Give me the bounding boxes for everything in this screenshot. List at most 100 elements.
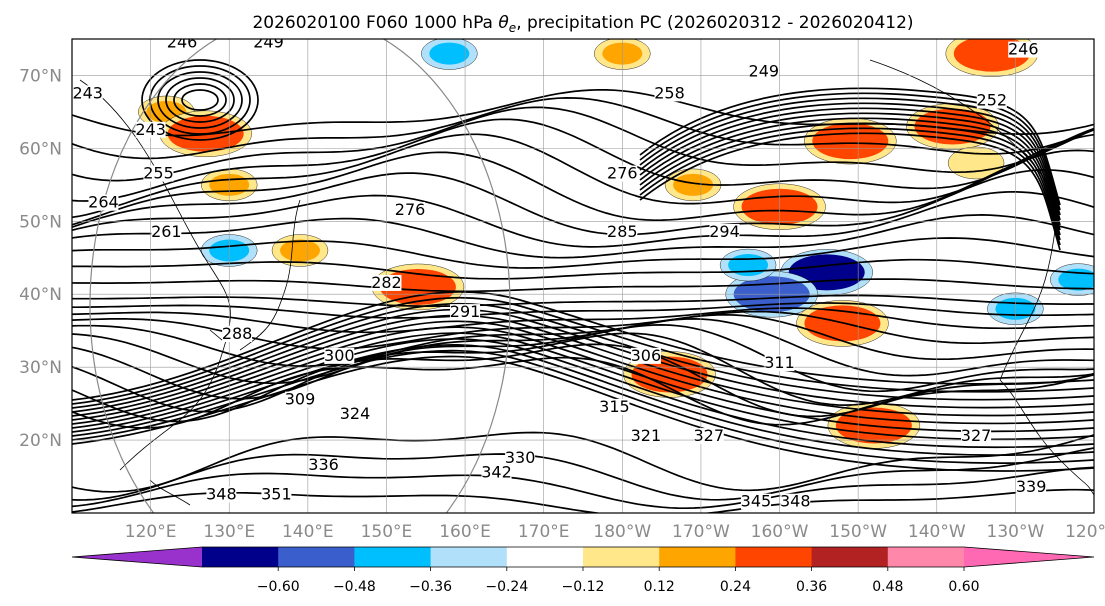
colorbar-outline bbox=[71, 546, 1095, 568]
theta-e-contour bbox=[72, 313, 1094, 367]
colorbar-tick-label: −0.24 bbox=[485, 579, 528, 595]
gridlines bbox=[72, 39, 1094, 513]
contour-label-bg bbox=[308, 457, 339, 474]
theta-e-contour bbox=[165, 77, 235, 123]
colorbar-segment bbox=[735, 547, 813, 567]
theta-e-contour bbox=[72, 338, 1094, 449]
colorbar-tick-label: 0.12 bbox=[644, 579, 675, 595]
contour-label-bg bbox=[261, 486, 292, 503]
theta-e-contour bbox=[72, 97, 1094, 160]
colorbar-segment bbox=[278, 547, 355, 567]
lon-tick-label: 130°E bbox=[203, 522, 255, 542]
lat-tick-label: 30°N bbox=[19, 358, 62, 378]
colorbar-segment bbox=[354, 547, 432, 567]
lat-tick-label: 40°N bbox=[19, 285, 62, 305]
precip-patch bbox=[1058, 268, 1094, 291]
contour-label: 324 bbox=[340, 404, 371, 423]
lon-tick-label: 160°E bbox=[439, 522, 491, 542]
contour-label: 288 bbox=[222, 324, 253, 343]
contour-label-bg bbox=[654, 85, 685, 102]
colorbar-tick-label: 0.24 bbox=[720, 579, 751, 595]
colorbar-segment bbox=[583, 547, 660, 567]
theta-subscript: e bbox=[509, 21, 516, 35]
contour-label-bg bbox=[976, 92, 1007, 109]
contour-label-bg bbox=[450, 304, 481, 321]
colorbar-segment bbox=[202, 547, 279, 567]
contour-label: 309 bbox=[285, 390, 316, 409]
contour-label-bg bbox=[1008, 41, 1039, 58]
colorbar-tick-label: 0.48 bbox=[872, 579, 903, 595]
colorbar-tick-label: 0.60 bbox=[948, 579, 979, 595]
contour-label-bg bbox=[1016, 479, 1047, 496]
contour-label: 306 bbox=[631, 346, 662, 365]
theta-e-contour bbox=[181, 89, 219, 111]
coastline bbox=[999, 379, 1094, 496]
contour-label-bg bbox=[395, 202, 426, 219]
contour-label: 285 bbox=[607, 222, 638, 241]
contour-label: 243 bbox=[72, 83, 103, 102]
contour-label: 294 bbox=[709, 222, 740, 241]
contour-label: 282 bbox=[371, 273, 402, 292]
contour-label-bg bbox=[284, 391, 315, 408]
longitude-labels: 120°E 130°E 140°E 150°E 160°E 170°E 180°W 170°W… bbox=[125, 522, 1105, 542]
lon-tick-label: 120°W bbox=[1065, 522, 1105, 542]
contour-label-bg bbox=[740, 493, 771, 510]
theta-e-contour bbox=[141, 59, 259, 141]
contour-label: 311 bbox=[764, 353, 795, 372]
precip-patch bbox=[429, 42, 470, 65]
lon-tick-label: 120°E bbox=[125, 522, 177, 542]
theta-e-contour bbox=[157, 71, 243, 129]
precip-patch bbox=[279, 239, 320, 262]
contour-label: 339 bbox=[1016, 477, 1047, 496]
colorbar bbox=[71, 546, 1095, 568]
theta-e-contour bbox=[72, 237, 1094, 269]
theta-e-contour bbox=[72, 291, 1094, 401]
lon-tick-label: 140°W bbox=[908, 522, 966, 542]
contour-label: 321 bbox=[631, 426, 662, 445]
contour-label-bg bbox=[693, 428, 724, 445]
projection-ring bbox=[89, 39, 511, 513]
contour-label-bg bbox=[607, 165, 638, 182]
contour-label-bg bbox=[72, 85, 103, 102]
contour-label: 249 bbox=[253, 32, 284, 51]
theta-e-contour bbox=[72, 302, 1094, 409]
colorbar-tick-label: −0.36 bbox=[409, 579, 452, 595]
theta-symbol: θ bbox=[498, 13, 509, 33]
theta-e-contour bbox=[639, 127, 1061, 246]
contour-label: 348 bbox=[206, 484, 237, 503]
theta-e-contour bbox=[173, 83, 227, 117]
lat-tick-label: 70°N bbox=[19, 66, 62, 86]
colorbar-tick-label: −0.12 bbox=[562, 579, 605, 595]
theta-e-contour bbox=[72, 355, 1094, 472]
precip-patch bbox=[956, 151, 997, 174]
contour-label: 336 bbox=[308, 455, 339, 474]
contour-label: 252 bbox=[977, 91, 1008, 110]
contour-label-bg bbox=[748, 63, 779, 80]
precip-patch bbox=[812, 123, 889, 160]
theta-e-contour bbox=[72, 431, 1094, 493]
theta-e-contour bbox=[639, 112, 1061, 231]
contour-label-bg bbox=[324, 347, 355, 364]
contour-label-bg bbox=[630, 347, 661, 364]
contour-label-bg bbox=[151, 223, 182, 240]
lon-tick-label: 180°W bbox=[593, 522, 651, 542]
contour-label: 261 bbox=[151, 222, 182, 241]
precip-patch bbox=[728, 254, 769, 277]
contour-label-bg bbox=[607, 223, 638, 240]
contour-label: 264 bbox=[88, 193, 119, 212]
theta-e-contour bbox=[72, 308, 1094, 413]
coastline bbox=[869, 59, 1056, 381]
colorbar-segment bbox=[506, 547, 584, 567]
contour-label-bg bbox=[88, 194, 119, 211]
latitude-labels: 20°N 30°N 40°N 50°N 60°N 70°N bbox=[19, 66, 62, 451]
theta-e-contour bbox=[72, 466, 1094, 510]
contour-label-bg bbox=[371, 274, 402, 291]
coastline bbox=[239, 199, 301, 351]
map-panel: 246 249 243 243 255 264 261 276 276 258 249 285 294 2… bbox=[72, 32, 1094, 513]
contour-label: 255 bbox=[143, 164, 174, 183]
theta-e-contour bbox=[72, 294, 1094, 308]
theta-e-contour bbox=[72, 214, 1094, 259]
colorbar-tick-labels: −0.60 −0.48 −0.36 −0.24 −0.12 0.12 0.24 0.36 0.4… bbox=[257, 567, 980, 595]
contour-label: 300 bbox=[324, 346, 355, 365]
